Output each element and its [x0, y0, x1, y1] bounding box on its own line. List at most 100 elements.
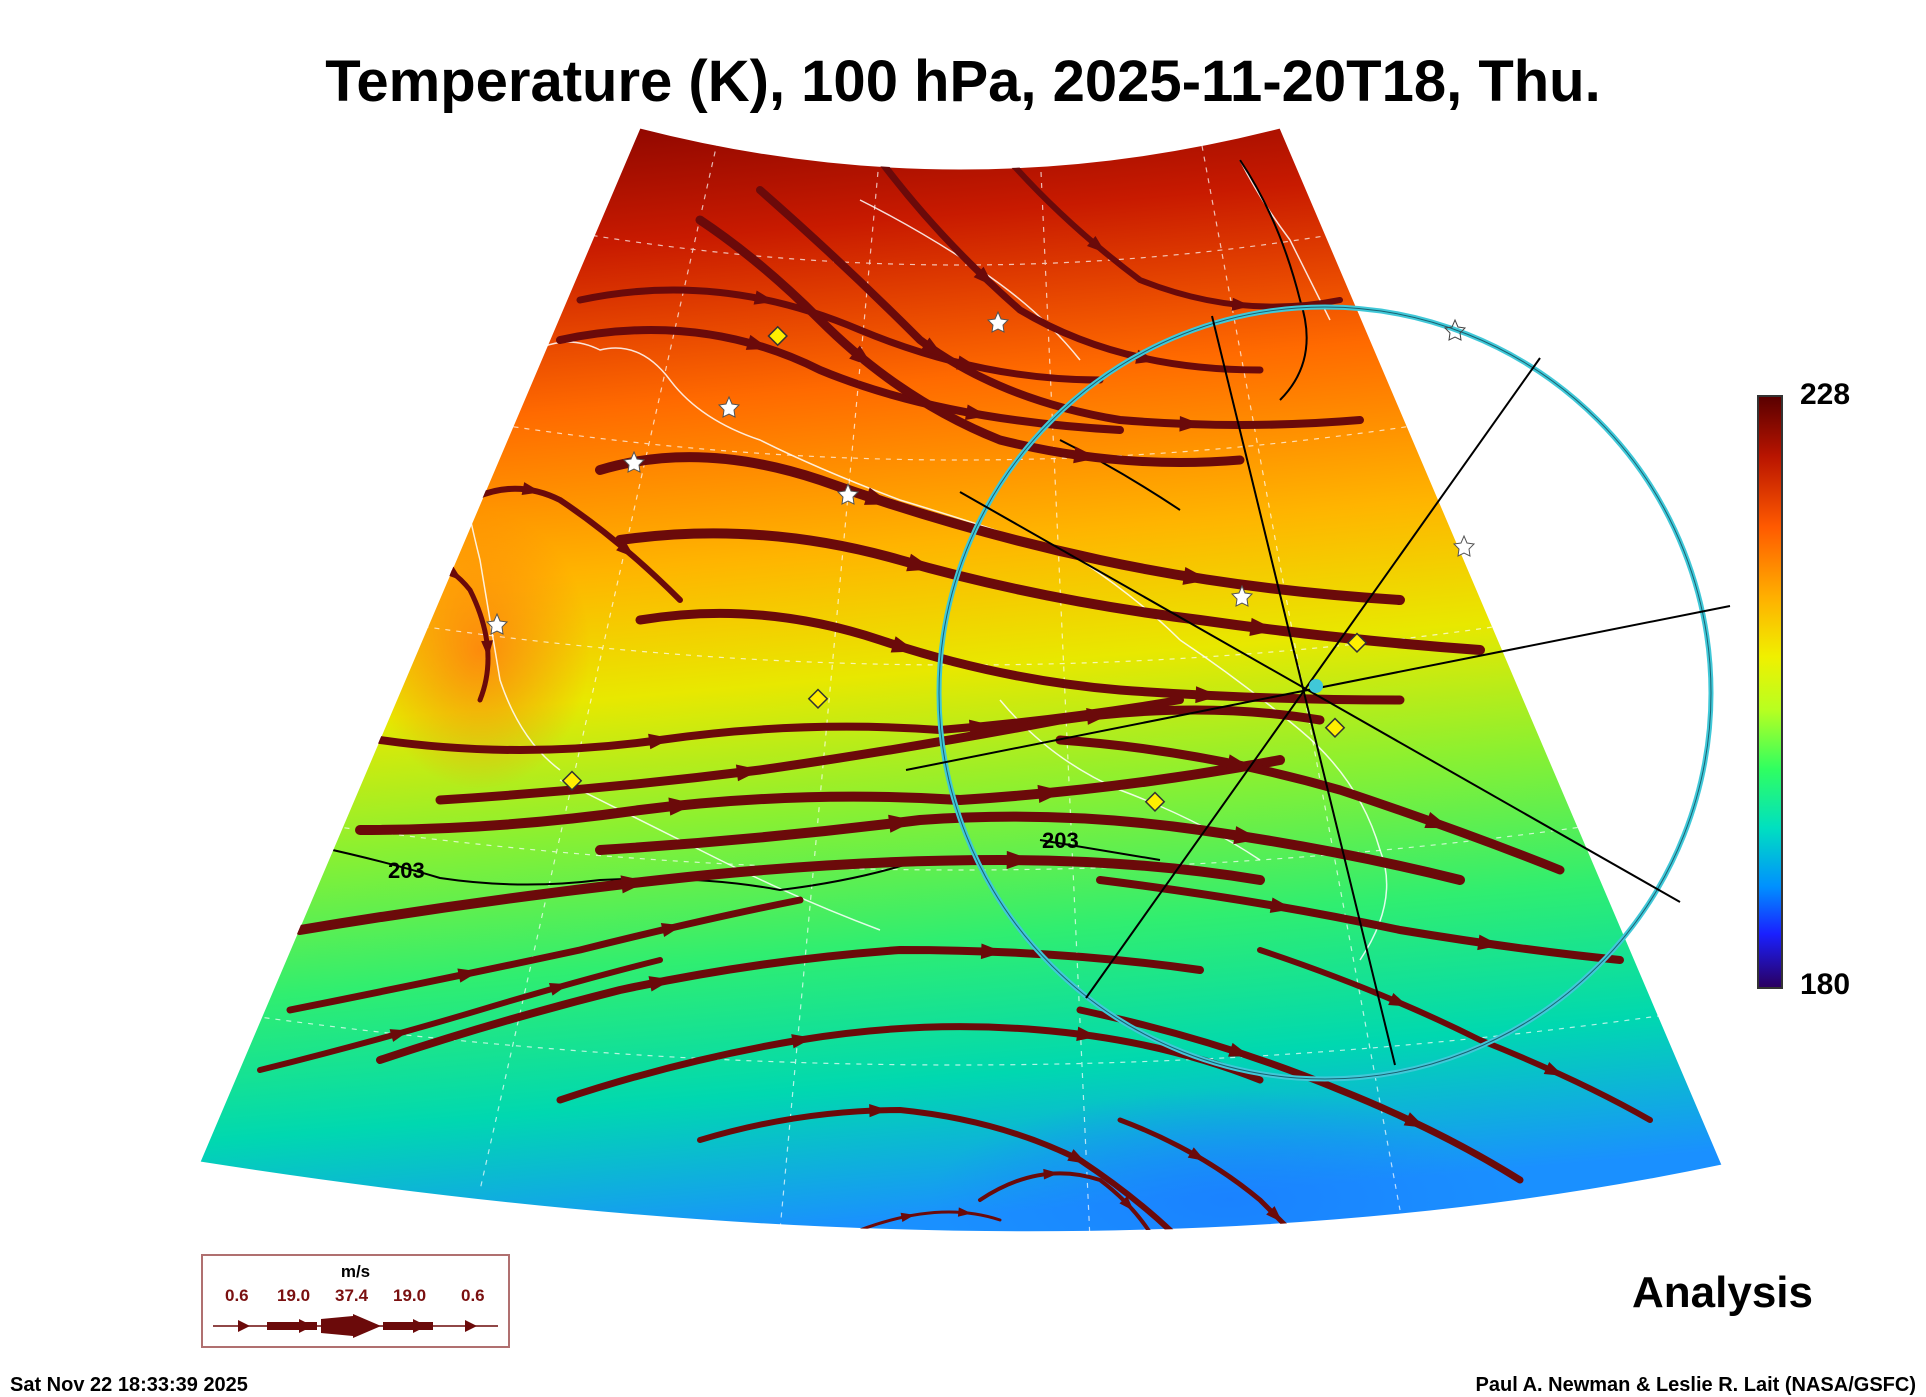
arrow-icon: [660, 922, 683, 938]
streamline: [876, 156, 1264, 374]
arrow-icon: [1187, 1147, 1206, 1162]
cross-section-line: [1085, 357, 1541, 999]
arrow-icon: [890, 636, 917, 653]
colorbar: [1757, 395, 1783, 989]
legend-arrow-sample: [213, 1314, 498, 1338]
contour-label: 203: [388, 858, 425, 883]
streamline: [355, 755, 1285, 835]
arrow-icon: [465, 1320, 477, 1332]
arrow-icon: [648, 733, 672, 750]
arrow-icon: [735, 764, 761, 782]
arrow-icon: [616, 540, 635, 558]
legend-value: 37.4: [335, 1286, 369, 1305]
arrow-icon: [900, 1212, 915, 1222]
streamline: [376, 945, 1204, 1064]
arrow-icon: [1073, 446, 1099, 464]
arrow-icon: [1087, 235, 1106, 254]
arrow-icon: [1388, 992, 1409, 1007]
arrow-icon: [1043, 1168, 1059, 1180]
star-marker-icon: [1452, 534, 1476, 557]
star-marker-icon: [1443, 318, 1467, 341]
arrow-icon: [1182, 566, 1210, 585]
legend-value: 19.0: [277, 1286, 311, 1305]
arrow-icon: [1269, 897, 1294, 913]
arrow-icon: [1086, 707, 1112, 725]
arrow-icon: [1233, 826, 1261, 845]
diamond-marker-icon: [1324, 717, 1346, 738]
arrow-icon: [521, 482, 542, 495]
arrow-icon: [1231, 297, 1252, 311]
arrow-icon: [1403, 1112, 1426, 1128]
arrow-icon: [445, 565, 463, 581]
arrow-icon: [548, 982, 569, 996]
map-sector-outline: [199, 127, 1723, 1233]
legend-value: 19.0: [393, 1286, 427, 1305]
arrow-icon: [457, 968, 480, 983]
arrow-icon: [956, 355, 978, 370]
diamond-marker-icon: [561, 770, 583, 791]
arrow-icon: [791, 1034, 813, 1049]
star-marker-icon: [836, 482, 860, 505]
arrow-icon: [1424, 812, 1451, 829]
arrow-icon: [238, 1320, 250, 1332]
colorbar-max-label: 228: [1800, 378, 1851, 411]
diamond-marker-icon: [1144, 791, 1166, 812]
streamline: [1257, 947, 1653, 1123]
arrow-icon: [957, 1207, 972, 1217]
star-marker-icon: [1230, 584, 1254, 607]
arrow-icon: [863, 487, 892, 505]
star-marker-icon: [622, 450, 646, 473]
wind-streamlines: [257, 147, 1653, 1232]
arrow-icon: [849, 345, 874, 368]
streamline: [595, 811, 1465, 885]
arrow-icon: [353, 1314, 381, 1338]
arrow-icon: [968, 719, 993, 736]
streamline: [615, 528, 1485, 655]
colorbar-min-label: 180: [1800, 968, 1851, 1001]
arrow-icon: [1249, 617, 1277, 636]
streamline: [978, 1171, 1162, 1232]
streamline: [756, 186, 1364, 429]
arrow-icon: [481, 640, 493, 658]
analysis-label: Analysis: [1632, 1268, 1813, 1317]
contour-label: 203: [1042, 828, 1079, 853]
star-marker-icon: [717, 395, 741, 418]
map-title: Temperature (K), 100 hPa, 2025-11-20T18,…: [325, 49, 1601, 114]
streamline: [257, 957, 663, 1073]
arrow-icon: [413, 1319, 427, 1333]
arrow-icon: [745, 334, 770, 350]
legend-value: 0.6: [225, 1286, 249, 1305]
star-marker-icon: [986, 310, 1010, 333]
streamline: [1117, 1117, 1323, 1232]
streamline: [556, 326, 1124, 434]
station-stars: [485, 310, 1476, 635]
diamond-marker-icon: [1346, 632, 1368, 653]
arrow-icon: [1226, 754, 1252, 772]
contour-lines: [309, 159, 1308, 892]
arrow-icon: [648, 976, 673, 992]
streamline: [576, 286, 1104, 384]
streamline: [286, 896, 804, 1014]
arrow-icon: [964, 404, 989, 420]
streamline: [295, 854, 1265, 935]
arrow-icon: [1119, 1196, 1134, 1211]
legend-value: 0.6: [461, 1286, 485, 1305]
streamline: [697, 1106, 1183, 1232]
diamond-marker-icon: [767, 325, 788, 347]
arrow-icon: [620, 875, 648, 894]
arrow-icon: [1477, 934, 1501, 951]
streamline: [435, 705, 1325, 805]
station-diamonds: [561, 325, 1368, 812]
streamline: [695, 215, 1245, 467]
arrow-icon: [1543, 1062, 1564, 1076]
diamond-marker-icon: [807, 688, 829, 709]
arrow-icon: [753, 290, 776, 305]
footer-credit: Paul A. Newman & Leslie R. Lait (NASA/GS…: [1475, 1374, 1916, 1396]
arrow-icon: [1195, 686, 1220, 704]
arrow-icon: [920, 337, 944, 357]
arrow-icon: [1228, 1042, 1250, 1057]
streamline: [858, 1210, 1002, 1232]
arrow-icon: [1266, 1206, 1283, 1223]
arrow-icon: [1179, 415, 1203, 432]
